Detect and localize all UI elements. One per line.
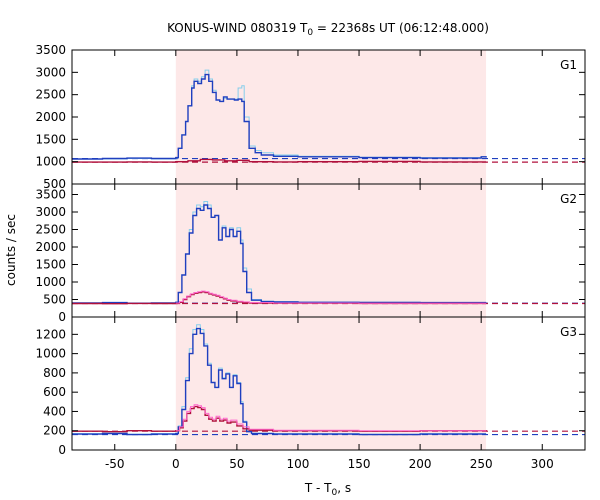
x-axis-label-prefix: T - T [304,481,332,495]
y-tick-label: 3500 [35,43,66,57]
y-tick-label: 1500 [35,132,66,146]
y-tick-label: 1000 [35,347,66,361]
y-tick-label: 400 [43,404,66,418]
x-axis-label: T - T0, s [304,481,351,498]
series-red-line [72,158,487,163]
y-tick-label: 2500 [35,88,66,102]
y-tick-label: 1000 [35,155,66,169]
series-pink-line [175,404,487,432]
chart-title-suffix: = 22368s UT (06:12:48.000) [313,21,489,35]
x-axis-label-sub: 0 [332,488,338,498]
y-tick-label: 2500 [35,223,66,237]
y-tick-label: 500 [43,177,66,191]
panels-group: 500100015002000250030003500G105001000150… [35,43,586,471]
series-blue-line [72,73,487,160]
panel-frame [71,316,586,451]
y-tick-label: 2000 [35,110,66,124]
x-tick-label: 100 [287,457,310,471]
shaded-interval [175,50,487,184]
panel-g3: 0 200 400 600 800 1000 1200 G3 [35,316,586,457]
panel-g1: 500 1000 1500 2000 2500 3000 3500 G1 [35,43,586,191]
x-axis-label-suffix: , s [337,481,351,495]
y-tick-label: 0 [58,310,66,324]
chart-title-prefix: KONUS-WIND 080319 T [167,21,308,35]
panel-label: G1 [560,58,577,72]
series-group [72,69,487,163]
shaded-interval [175,317,487,450]
y-axis-label: counts / sec [4,214,18,286]
x-tick-label: -50 [105,457,125,471]
y-tick-label: 200 [43,424,66,438]
series-group [72,201,487,305]
y-tick-label: 500 [43,293,66,307]
x-tick-label: 300 [531,457,554,471]
y-tick-label: 600 [43,385,66,399]
x-tick-label: 150 [348,457,371,471]
y-tick-label: 1200 [35,327,66,341]
x-tick-label: 250 [470,457,493,471]
y-tick-label: 1500 [35,258,66,272]
y-tick-label: 3000 [35,205,66,219]
series-group [72,324,487,436]
y-tick-label: 2000 [35,240,66,254]
panel-label: G2 [560,192,577,206]
chart-title: KONUS-WIND 080319 T0 = 22368s UT (06:12:… [167,21,489,38]
panel-label: G3 [560,325,577,339]
series-pink-line [175,290,487,304]
y-tick-label: 0 [58,443,66,457]
series-blue-line [72,204,487,304]
y-tick-label: 3000 [35,65,66,79]
y-tick-label: 1000 [35,275,66,289]
shaded-interval [175,184,487,317]
x-tick-label: 0 [172,457,180,471]
panel-g2: 0 500 1000 1500 2000 2500 3000 3500 G2 [35,183,586,324]
y-tick-label: 800 [43,366,66,380]
x-tick-label: 200 [409,457,432,471]
chart-title-sub: 0 [307,28,313,38]
x-tick-label: 50 [229,457,244,471]
y-tick-label: 3500 [35,188,66,202]
